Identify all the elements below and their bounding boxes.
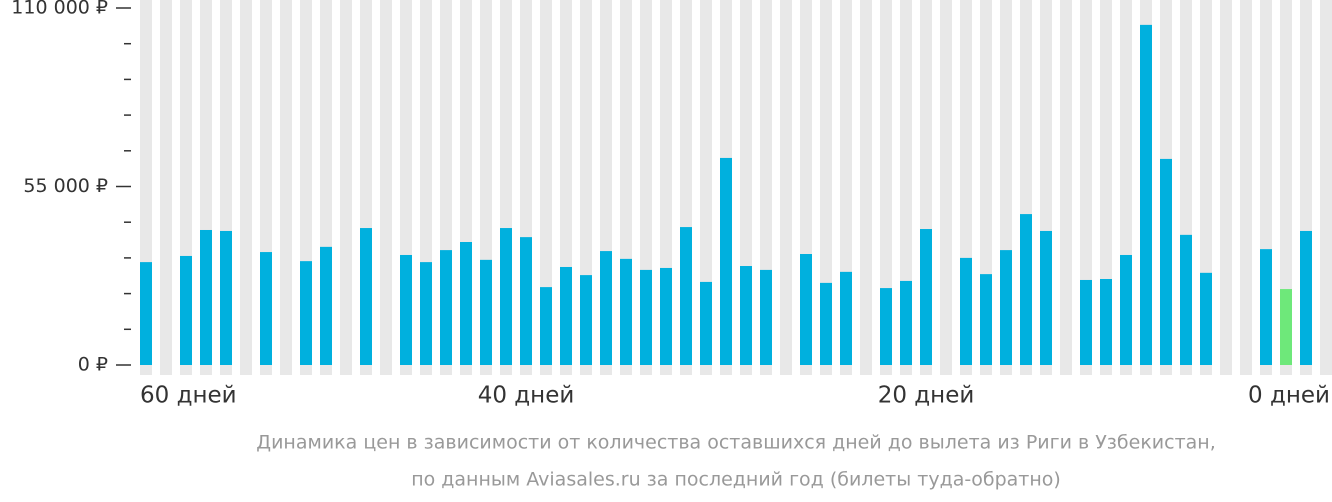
bar — [980, 274, 992, 365]
stripe — [1240, 0, 1252, 375]
bar — [700, 281, 712, 365]
bar — [1040, 230, 1052, 365]
bar — [880, 288, 892, 365]
bar — [460, 241, 472, 365]
bar — [800, 254, 812, 365]
bar — [1260, 249, 1272, 365]
x-tick-label: 40 дней — [478, 383, 575, 409]
stripe — [1280, 0, 1292, 375]
bar — [200, 229, 212, 365]
bar — [560, 266, 572, 365]
caption: Динамика цен в зависимости от количества… — [256, 432, 1216, 454]
bar — [1080, 279, 1092, 365]
y-tick-label: 110 000 ₽ — [11, 0, 108, 19]
bar — [1000, 250, 1012, 365]
stripe — [880, 0, 892, 375]
bar — [580, 275, 592, 365]
stripe — [780, 0, 792, 375]
stripe — [1320, 0, 1332, 375]
stripe — [240, 0, 252, 375]
stripe — [1220, 0, 1232, 375]
bar — [320, 246, 332, 365]
bar — [620, 258, 632, 365]
bar — [1200, 272, 1212, 365]
bar — [520, 237, 532, 365]
bar — [920, 229, 932, 365]
bar — [300, 261, 312, 365]
bar — [740, 266, 752, 365]
bar — [1140, 24, 1152, 365]
stripe — [860, 0, 872, 375]
bar — [1280, 289, 1292, 365]
bar — [660, 267, 672, 365]
bar — [260, 252, 272, 365]
bar — [680, 227, 692, 365]
bar — [1160, 158, 1172, 365]
bar — [480, 259, 492, 365]
bar — [760, 269, 772, 365]
x-tick-label: 0 дней — [1248, 383, 1330, 409]
bar — [720, 157, 732, 365]
bar — [420, 262, 432, 365]
bar — [500, 228, 512, 365]
stripe — [540, 0, 552, 375]
bar — [400, 254, 412, 365]
y-tick-label: 55 000 ₽ — [23, 175, 108, 197]
stripe — [280, 0, 292, 375]
bar — [140, 262, 152, 365]
stripe — [380, 0, 392, 375]
stripe — [820, 0, 832, 375]
stripe — [700, 0, 712, 375]
bar — [1100, 278, 1112, 365]
bar — [900, 280, 912, 365]
bar — [180, 255, 192, 365]
x-tick-label: 20 дней — [878, 383, 975, 409]
bar — [1300, 230, 1312, 365]
y-tick-label: 0 ₽ — [78, 354, 108, 376]
x-tick-label: 60 дней — [140, 383, 237, 409]
stripe — [340, 0, 352, 375]
bar — [540, 287, 552, 365]
bar — [1180, 234, 1192, 365]
stripe — [1060, 0, 1072, 375]
bar — [600, 251, 612, 365]
bar — [440, 250, 452, 365]
stripe — [160, 0, 172, 375]
bar — [1120, 254, 1132, 365]
bar — [360, 228, 372, 365]
bar — [640, 269, 652, 365]
bar — [840, 271, 852, 365]
bar — [220, 230, 232, 365]
bar — [820, 282, 832, 365]
bar — [960, 257, 972, 365]
caption: по данным Aviasales.ru за последний год … — [411, 469, 1061, 491]
stripe — [940, 0, 952, 375]
bar — [1020, 214, 1032, 365]
